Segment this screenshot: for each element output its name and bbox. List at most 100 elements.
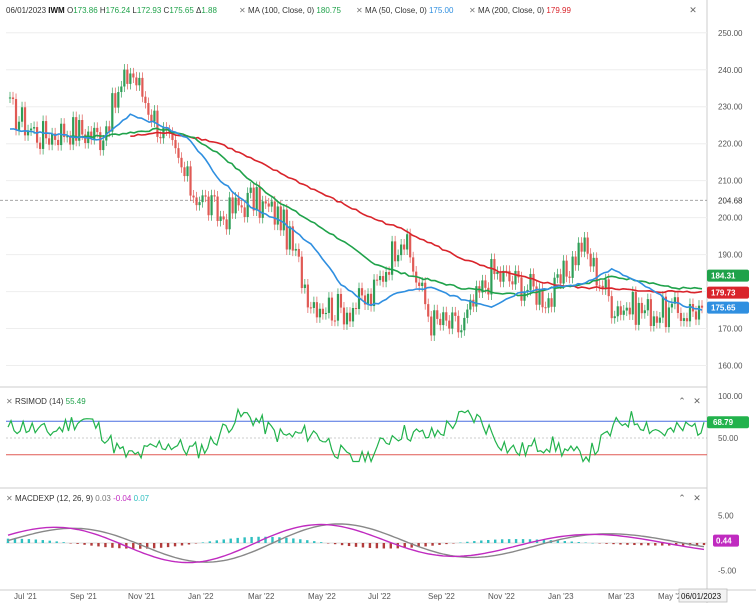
- candle-body: [430, 316, 433, 336]
- candle-body: [348, 312, 352, 322]
- candle-body: [23, 107, 27, 136]
- candle-body: [571, 256, 574, 278]
- candle-body: [17, 121, 21, 130]
- candle-body: [700, 305, 704, 308]
- candle-body: [502, 270, 505, 282]
- candle-body: [78, 120, 81, 141]
- price-tick-label: 210.00: [718, 177, 743, 186]
- macd-close-panel-icon[interactable]: ✕: [693, 493, 701, 503]
- candle-body: [670, 303, 674, 308]
- candle-body: [11, 97, 15, 100]
- rsi-collapse-icon[interactable]: ⌃: [678, 396, 686, 406]
- candle-body: [309, 307, 312, 309]
- macd-tick-label: -5.00: [718, 567, 737, 576]
- candle-body: [129, 73, 132, 84]
- ma50-value: 175.00: [428, 6, 454, 15]
- macd-histogram-bar: [417, 543, 420, 548]
- header-open: 173.86: [73, 6, 98, 15]
- macd-histogram-bar: [299, 539, 302, 543]
- candle-body: [297, 248, 300, 257]
- macd-histogram-bar: [514, 539, 518, 543]
- ma200-price-badge: [707, 286, 749, 299]
- macd-histogram-bar: [41, 540, 44, 543]
- ma50-legend-icon[interactable]: ✕: [356, 6, 363, 15]
- candle-body: [288, 226, 291, 250]
- candle-body: [490, 259, 493, 295]
- x-axis-label: Jul '21: [14, 592, 37, 601]
- price-tick-label: 220.00: [718, 140, 743, 149]
- candle-body: [201, 195, 204, 203]
- candle-body: [330, 297, 334, 321]
- macd-histogram-bar: [605, 543, 608, 544]
- candle-body: [451, 312, 454, 329]
- macd-histogram-bar: [480, 540, 483, 543]
- candle-body: [577, 242, 580, 266]
- macd-histogram-bar: [431, 543, 434, 546]
- macd-histogram-bar: [563, 541, 566, 543]
- candle-body: [342, 307, 346, 325]
- rsi-badge-text: 68.79: [713, 418, 734, 427]
- candle-body: [394, 241, 397, 262]
- candle-body: [535, 286, 538, 305]
- macd-histogram-bar: [97, 543, 100, 547]
- candle-body: [682, 318, 686, 321]
- ma100-legend-icon[interactable]: ✕: [239, 6, 246, 15]
- macd-histogram-bar: [118, 543, 121, 549]
- candle-body: [204, 195, 207, 197]
- macd-histogram-bar: [445, 543, 448, 545]
- candle-body: [583, 237, 586, 252]
- macd-histogram-bar: [20, 538, 24, 543]
- macd-histogram-bar: [438, 543, 441, 545]
- candle-body: [198, 202, 201, 206]
- ma50-label: MA (50, Close, 0): [364, 6, 427, 15]
- x-axis-label: Sep '21: [70, 592, 97, 601]
- candle-body: [646, 299, 649, 311]
- candle-body: [598, 285, 601, 287]
- macd-histogram-bar: [27, 539, 31, 543]
- candle-body: [547, 298, 550, 308]
- ma50-price-badge: [707, 301, 749, 314]
- macd-histogram-bar: [375, 543, 379, 549]
- rsi-label: RSIMOD (14): [14, 397, 64, 406]
- macd-histogram-bar: [681, 543, 685, 546]
- candle-body: [180, 157, 183, 168]
- header-change: 1.88: [201, 6, 217, 15]
- candle-body: [460, 330, 463, 333]
- macd-histogram-bar: [619, 543, 622, 545]
- candle-body: [186, 166, 189, 177]
- candle-body: [183, 167, 186, 177]
- ma100-value: 180.75: [316, 6, 341, 15]
- close-icon[interactable]: ✕: [689, 5, 697, 15]
- candle-body: [26, 130, 30, 136]
- candle-body: [14, 99, 18, 130]
- price-header: 06/01/2023 IWM O173.86 H176.24 L172.93 C…: [6, 6, 217, 15]
- candle-body: [333, 320, 337, 322]
- rsi-value: 55.49: [65, 397, 86, 406]
- rsi-badge: [707, 416, 749, 429]
- x-axis-label: Nov '21: [128, 592, 155, 601]
- ma200-legend-icon[interactable]: ✕: [469, 6, 476, 15]
- candle-body: [51, 133, 54, 145]
- ma100-price-badge: [707, 269, 749, 282]
- macd-histogram-bar: [466, 541, 469, 543]
- rsi-close-icon[interactable]: ✕: [6, 397, 13, 406]
- macd-close-icon[interactable]: ✕: [6, 494, 13, 503]
- candle-body: [508, 270, 511, 282]
- candle-body: [366, 293, 370, 305]
- candle-body: [499, 271, 502, 282]
- candle-body: [649, 299, 652, 326]
- price-tick-label: 190.00: [718, 251, 743, 260]
- candle-body: [222, 216, 225, 220]
- candle-body: [685, 318, 689, 322]
- candle-body: [544, 307, 547, 309]
- macd-collapse-icon[interactable]: ⌃: [678, 493, 686, 503]
- candle-body: [261, 201, 264, 218]
- candle-body: [475, 286, 478, 307]
- macd-histogram-bar: [612, 543, 615, 545]
- x-axis-label: May '23: [658, 592, 686, 601]
- candle-body: [75, 117, 78, 141]
- candle-body: [496, 271, 499, 275]
- macd-histogram-bar: [152, 543, 156, 549]
- rsi-close-panel-icon[interactable]: ✕: [693, 396, 701, 406]
- macd-histogram-bar: [187, 543, 191, 545]
